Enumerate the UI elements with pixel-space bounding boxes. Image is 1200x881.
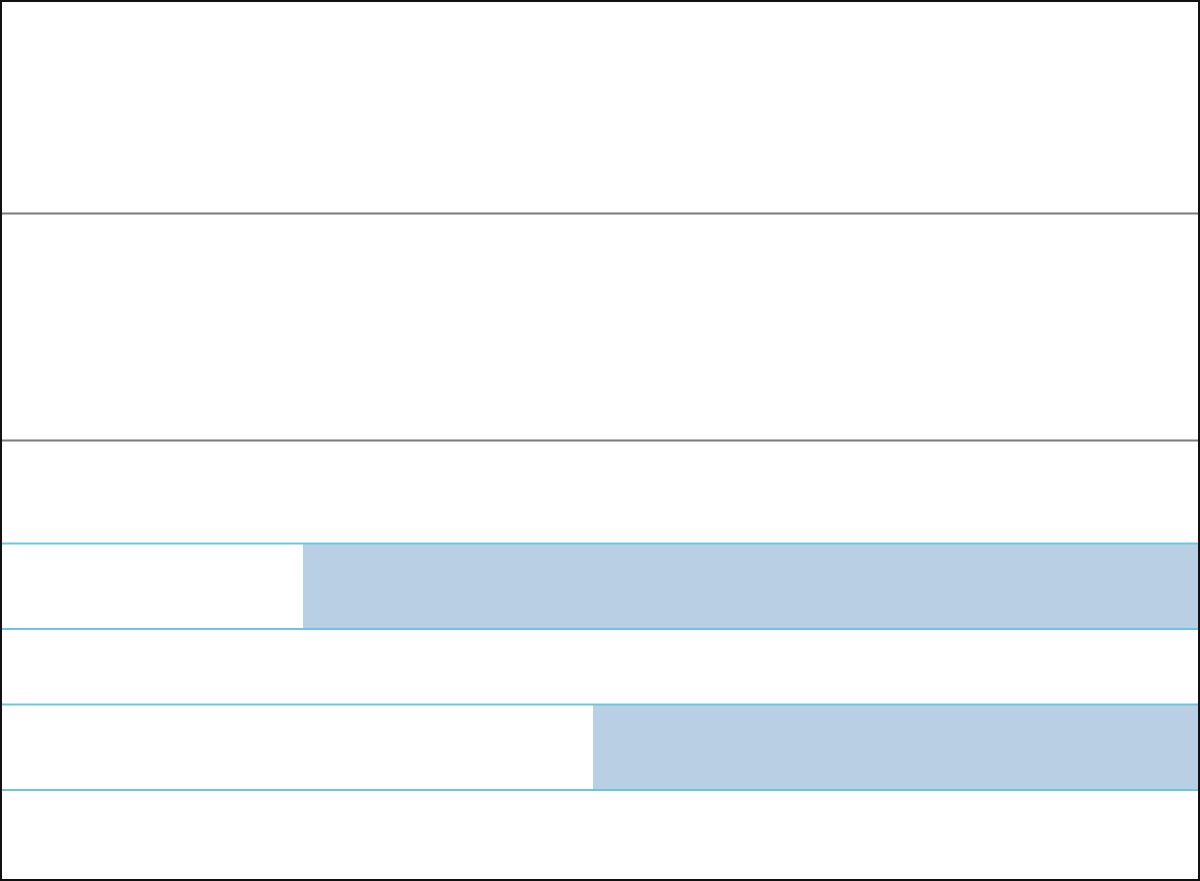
highlight-bar (303, 544, 1200, 629)
highlight-bar (593, 705, 1200, 790)
